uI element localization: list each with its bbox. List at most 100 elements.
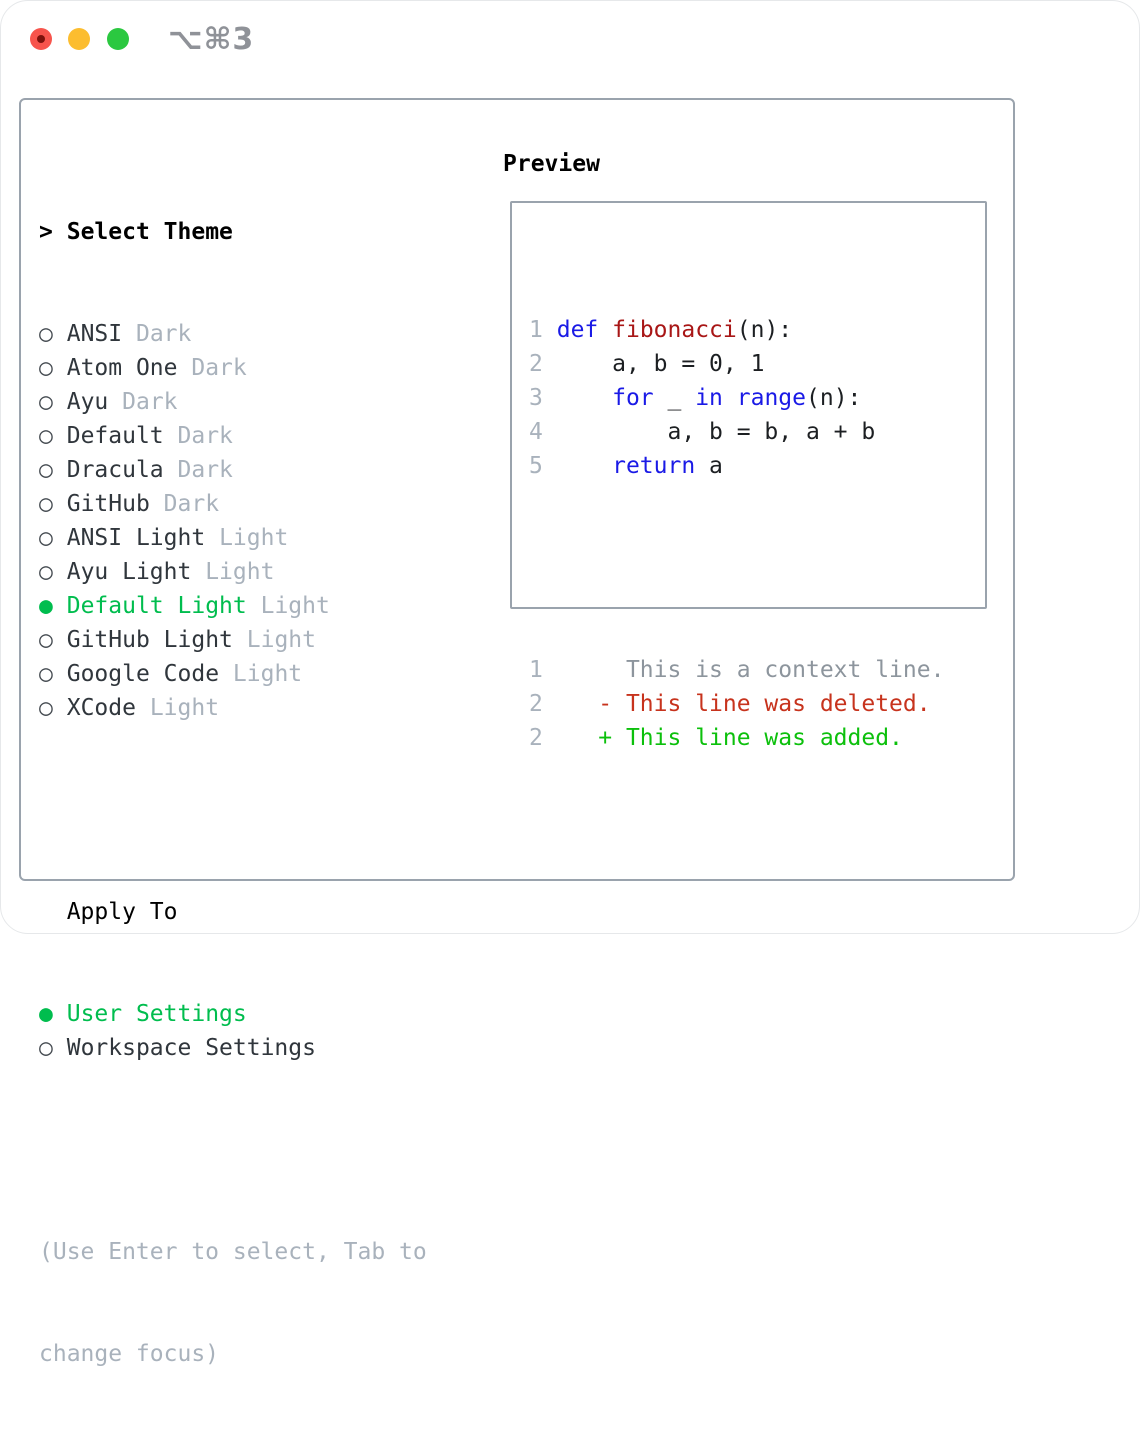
code-token: a, b = b, a + b [556,419,876,445]
radio-icon: ○ [39,525,53,551]
theme-option-google-code[interactable]: ○ Google Code Light [39,657,427,691]
line-number: 5 [529,453,543,479]
radio-icon: ● [39,1001,53,1027]
radio-icon: ○ [39,627,53,653]
diff-line-deleted: 2 - This line was deleted. [529,687,944,721]
preview-title: Preview [503,151,600,177]
code-line: 3 for _ in range(n): [529,381,944,415]
help-text-line-1: (Use Enter to select, Tab to [39,1239,427,1265]
code-token: (n): [736,317,793,343]
spacer [529,551,944,585]
diff-text: + This line was added. [556,725,903,751]
code-token: in [695,385,723,411]
code-line: 2 a, b = 0, 1 [529,347,944,381]
theme-option-ayu[interactable]: ○ Ayu Dark [39,385,427,419]
theme-option-atom-one[interactable]: ○ Atom One Dark [39,351,427,385]
apply-option-user-settings[interactable]: ● User Settings [39,997,427,1031]
line-number: 2 [529,691,543,717]
zoom-button[interactable] [107,28,129,50]
radio-icon: ○ [39,321,53,347]
radio-icon: ○ [39,1035,53,1061]
radio-icon: ○ [39,423,53,449]
theme-option-xcode[interactable]: ○ XCode Light [39,691,427,725]
theme-variant-tag: Light [260,593,330,619]
code-token: a, b = 0, 1 [556,351,765,377]
apply-option-label: Workspace Settings [66,1035,316,1061]
radio-icon: ○ [39,559,53,585]
theme-name: Dracula [66,457,164,483]
code-token [598,317,612,343]
theme-option-ansi[interactable]: ○ ANSI Dark [39,317,427,351]
code-token [723,385,737,411]
radio-icon: ● [39,593,53,619]
line-number: 2 [529,725,543,751]
theme-option-default[interactable]: ○ Default Dark [39,419,427,453]
theme-list: ○ ANSI Dark ○ Atom One Dark ○ Ayu Dark ○ De… [39,317,427,725]
theme-variant-tag: Dark [122,389,178,415]
code-line: 4 a, b = b, a + b [529,415,944,449]
select-theme-title: Select Theme [66,219,233,245]
select-theme-header: > Select Theme [39,215,427,249]
app-window: ⌥⌘3 > Select Theme ○ ANSI Dark ○ Atom One… [0,0,1140,1367]
apply-to-title: Apply To [66,899,178,925]
diff-line-added: 2 + This line was added. [529,721,944,755]
line-number: 1 [529,657,543,683]
theme-variant-tag: Light [219,525,289,551]
theme-name: ANSI Light [66,525,206,551]
theme-variant-tag: Light [205,559,275,585]
code-token [557,385,612,411]
code-token: (n): [806,385,862,411]
theme-variant-tag: Dark [177,457,233,483]
theme-variant-tag: Light [149,695,220,721]
theme-name: Ayu [66,389,109,415]
theme-dialog-panel: > Select Theme ○ ANSI Dark ○ Atom One Dar… [19,98,1015,1367]
radio-icon: ○ [39,661,53,687]
theme-name: Default Light [66,593,247,619]
diff-line-context: 1 This is a context line. [529,653,944,687]
theme-variant-tag: Dark [135,321,192,347]
theme-option-github[interactable]: ○ GitHub Dark [39,487,427,521]
theme-name: Atom One [66,355,178,381]
close-button[interactable] [30,28,52,50]
minimize-button[interactable] [68,28,90,50]
code-token: return [612,453,696,479]
diff-preview: 1 This is a context line. 2 - This line w… [529,653,944,755]
theme-option-dracula[interactable]: ○ Dracula Dark [39,453,427,487]
radio-icon: ○ [39,457,53,483]
spacer [39,1133,427,1167]
code-token: def [556,317,599,343]
theme-name: ANSI [66,321,123,347]
code-token [557,453,612,479]
line-number: 2 [529,351,543,377]
help-text-line-2: change focus) [39,1341,220,1367]
theme-variant-tag: Light [246,627,316,653]
radio-icon: ○ [39,389,53,415]
radio-icon: ○ [39,355,53,381]
theme-option-default-light[interactable]: ● Default Light Light [39,589,427,623]
radio-icon: ○ [39,491,53,517]
theme-name: Default [66,423,164,449]
theme-option-github-light[interactable]: ○ GitHub Light Light [39,623,427,657]
code-token: range [736,385,807,411]
line-number: 1 [529,317,543,343]
apply-option-workspace-settings[interactable]: ○ Workspace Settings [39,1031,427,1065]
line-number: 3 [529,385,543,411]
code-token: fibonacci [612,317,737,343]
theme-name: GitHub [66,491,150,517]
cursor-arrow-icon: > [39,219,53,245]
code-token: for [612,385,654,411]
code-token: a [695,453,723,479]
theme-variant-tag: Light [232,661,303,687]
theme-name: Ayu Light [66,559,192,585]
theme-selector-column: > Select Theme ○ ANSI Dark ○ Atom One Dar… [39,147,427,1439]
apply-to-list: ● User Settings ○ Workspace Settings [39,997,427,1065]
theme-option-ayu-light[interactable]: ○ Ayu Light Light [39,555,427,589]
code-line: 1 def fibonacci(n): [529,313,944,347]
theme-option-ansi-light[interactable]: ○ ANSI Light Light [39,521,427,555]
theme-name: XCode [66,695,136,721]
theme-variant-tag: Dark [163,491,220,517]
code-line: 5 return a [529,449,944,483]
